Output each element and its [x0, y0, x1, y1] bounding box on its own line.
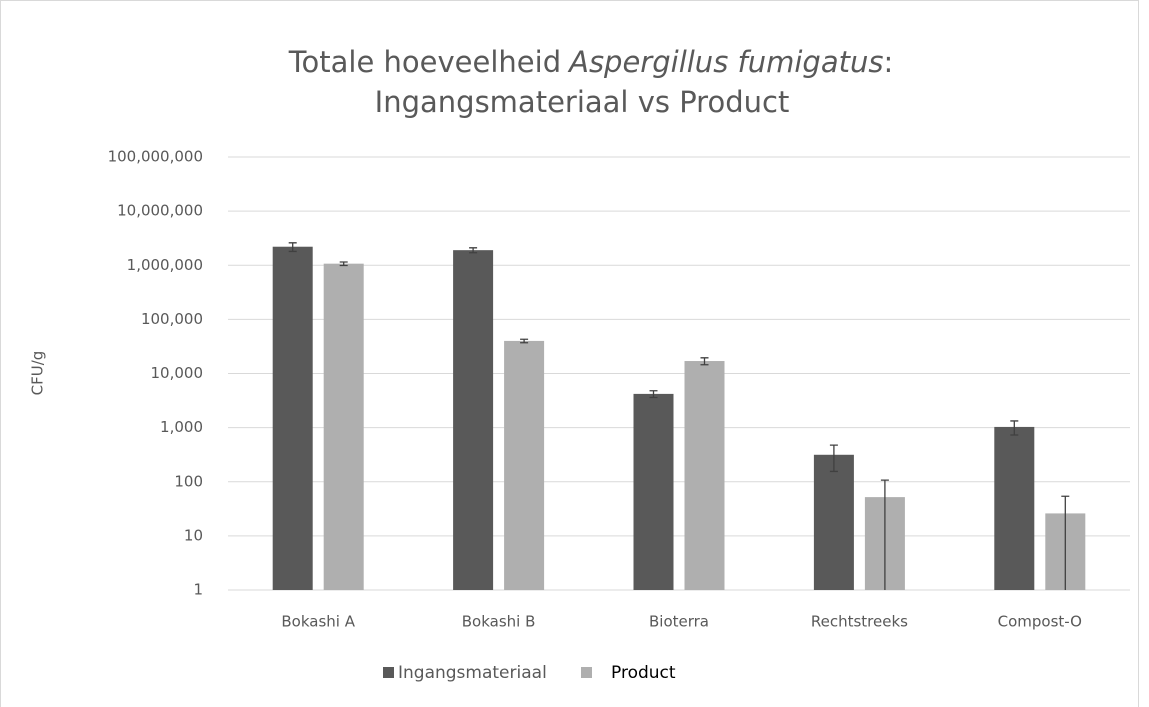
x-tick-label: Bokashi A — [281, 613, 355, 631]
x-tick-label: Rechtstreeks — [811, 613, 908, 631]
x-tick-label: Bioterra — [649, 613, 709, 631]
chart-subtitle: Ingangsmateriaal vs Product — [375, 85, 790, 119]
title-part: Totale hoeveelheid — [288, 45, 561, 79]
title-part: Aspergillus fumigatus — [567, 45, 883, 79]
title-part: : — [883, 45, 893, 79]
error-bar — [880, 479, 889, 590]
error-bar — [1010, 420, 1019, 436]
x-tick-label: Bokashi B — [462, 613, 536, 631]
y-tick-label: 1 — [193, 581, 203, 599]
error-bar — [829, 444, 838, 473]
y-tick-label: 10,000 — [151, 364, 204, 382]
error-bar — [469, 247, 478, 254]
bar — [504, 340, 545, 590]
y-tick-label: 100,000 — [141, 310, 203, 328]
bar — [994, 426, 1035, 590]
legend-swatch — [383, 667, 394, 678]
bar — [684, 361, 725, 590]
error-bar — [339, 261, 348, 267]
legend-swatch — [581, 667, 592, 678]
y-tick-label: 100,000,000 — [108, 148, 203, 166]
y-tick-label: 10,000,000 — [117, 202, 203, 220]
x-tick-label: Compost-O — [998, 613, 1082, 631]
bar — [323, 263, 364, 590]
y-tick-label: 1,000 — [160, 418, 203, 436]
legend-label: Ingangsmateriaal — [398, 663, 547, 683]
y-tick-label: 10 — [184, 526, 203, 544]
chart-title: Totale hoeveelheid Aspergillus fumigatus: — [288, 45, 893, 79]
bar — [633, 393, 674, 590]
bar — [453, 250, 494, 590]
error-bar — [1061, 495, 1070, 590]
legend-label: Product — [611, 663, 676, 683]
error-bar — [649, 390, 658, 399]
bar — [813, 454, 854, 590]
error-bar — [700, 357, 709, 366]
error-bar — [288, 242, 297, 253]
error-bar — [520, 338, 529, 344]
bar — [272, 246, 313, 590]
y-tick-label: 100 — [174, 472, 203, 490]
y-axis-label: CFU/g — [29, 351, 47, 396]
y-tick-label: 1,000,000 — [127, 256, 203, 274]
